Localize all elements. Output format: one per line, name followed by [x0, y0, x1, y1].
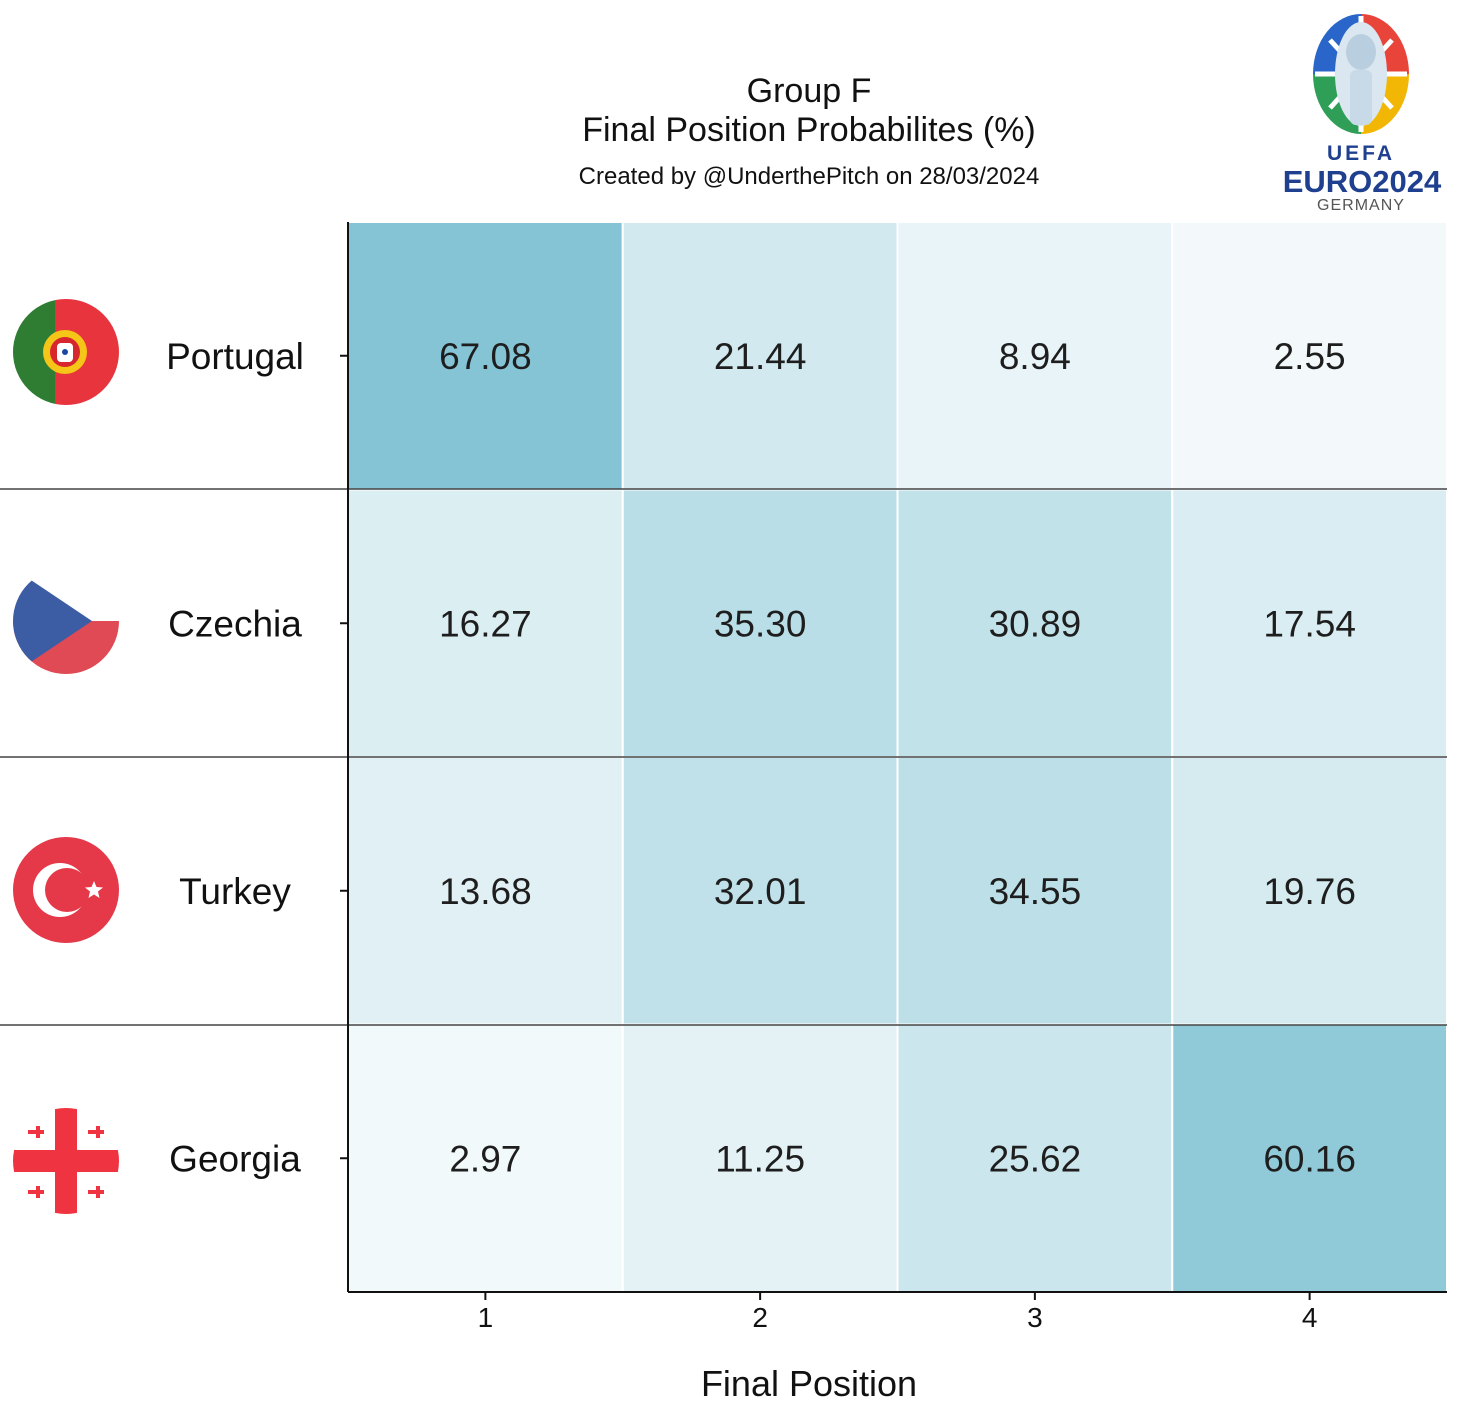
cell-value-label: 32.01: [714, 871, 807, 912]
row-label-czechia: Czechia: [168, 603, 302, 644]
cell-value-label: 21.44: [714, 336, 807, 377]
chart-subtitle: Final Position Probabilites (%): [582, 111, 1036, 149]
heatmap-cell: [347, 756, 624, 1026]
cell-value-label: 25.62: [989, 1138, 1082, 1179]
row-label-turkey: Turkey: [179, 871, 291, 912]
row-dividers: [0, 488, 1447, 1026]
portugal-flag-icon: [13, 299, 119, 405]
cell-value-label: 11.25: [715, 1138, 805, 1179]
cell-value-label: 17.54: [1263, 603, 1356, 644]
row-label-portugal: Portugal: [166, 336, 304, 377]
cell-value-label: 30.89: [989, 603, 1082, 644]
turkey-flag-icon: [13, 837, 119, 943]
cell-value-label: 8.94: [999, 336, 1071, 377]
cell-value-label: 34.55: [989, 871, 1082, 912]
euro-2024-logo: UEFA EURO2024 GERMANY: [1283, 14, 1442, 214]
logo-euro-text: EURO2024: [1283, 164, 1442, 199]
cell-value-label: 2.55: [1274, 336, 1346, 377]
czechia-flag-icon: [13, 568, 119, 674]
heatmap-cell: [896, 756, 1174, 1026]
cell-value-label: 67.08: [439, 336, 532, 377]
cell-value-label: 16.27: [439, 603, 532, 644]
heatmap-cell: [1171, 1023, 1448, 1293]
heatmap-cell: [1171, 756, 1448, 1026]
cell-value-label: 60.16: [1263, 1138, 1356, 1179]
heatmap-cell: [621, 488, 899, 758]
heatmap-cell: [896, 488, 1174, 758]
cell-value-label: 2.97: [449, 1138, 521, 1179]
heatmap-cell: [347, 1023, 624, 1293]
cell-value-label: 19.76: [1263, 871, 1356, 912]
chart-title: Group F: [747, 72, 872, 110]
logo-uefa-text: UEFA: [1327, 142, 1395, 165]
x-tick-label: 2: [752, 1302, 768, 1333]
chart-credit: Created by @UnderthePitch on 28/03/2024: [579, 163, 1040, 190]
cell-value-label: 13.68: [439, 871, 532, 912]
euro-2024-trophy-icon: [1313, 14, 1409, 134]
logo-country-text: GERMANY: [1317, 197, 1405, 214]
x-tick-label: 1: [478, 1302, 494, 1333]
row-labels: Portugal Czechia Turkey Georgia: [166, 336, 304, 1180]
heatmap-cell: [896, 1023, 1174, 1293]
axis-ticks: 1 2 3 4: [340, 354, 1318, 1333]
row-label-georgia: Georgia: [169, 1138, 301, 1179]
heatmap-cell: [896, 221, 1174, 491]
heatmap-cell: [1171, 488, 1448, 758]
cell-value-label: 35.30: [714, 603, 807, 644]
x-tick-label: 4: [1302, 1302, 1318, 1333]
georgia-flag-icon: [13, 1108, 119, 1214]
heatmap-cell: [621, 756, 899, 1026]
x-tick-label: 3: [1027, 1302, 1043, 1333]
heatmap-cells: 67.08 21.44 8.94 2.55 16.27 35.30 30.89 17.54 13…: [347, 221, 1448, 1293]
heatmap-cell: [347, 488, 624, 758]
x-axis-title: Final Position: [701, 1363, 917, 1404]
heatmap-cell: [1171, 221, 1448, 491]
